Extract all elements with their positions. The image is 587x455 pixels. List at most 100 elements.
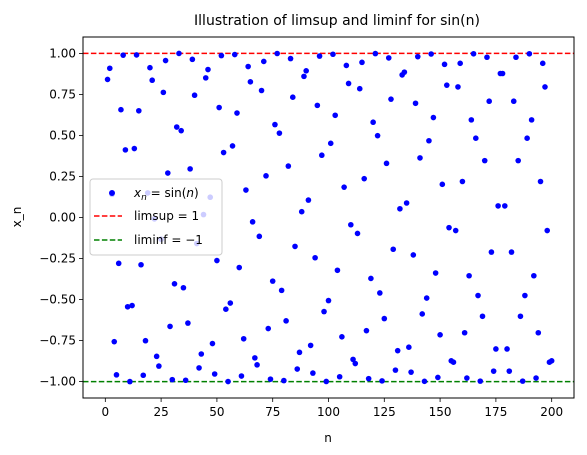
data-point	[243, 187, 249, 193]
data-point	[267, 376, 274, 382]
data-point	[180, 284, 187, 291]
data-point	[450, 359, 457, 365]
data-point	[156, 363, 162, 369]
data-point	[260, 58, 267, 65]
x-tick-label: 0	[101, 405, 109, 419]
data-point	[305, 197, 312, 203]
y-tick-label: 0.25	[49, 169, 76, 183]
data-point	[263, 173, 269, 179]
data-point	[289, 94, 296, 100]
data-point	[365, 375, 372, 382]
data-point	[490, 368, 497, 374]
data-point	[113, 372, 120, 378]
data-point	[352, 360, 359, 367]
data-point	[443, 82, 450, 88]
data-point	[363, 327, 370, 334]
data-point	[229, 143, 236, 149]
data-point	[432, 270, 439, 276]
data-point	[506, 368, 513, 374]
data-point	[127, 378, 133, 385]
data-point	[508, 249, 515, 255]
data-point	[236, 264, 243, 271]
data-point	[370, 119, 376, 126]
data-point	[499, 70, 506, 77]
data-point	[537, 178, 544, 185]
data-point	[252, 355, 258, 361]
data-point	[394, 347, 401, 354]
data-point	[502, 203, 508, 209]
x-tick-label: 175	[484, 405, 507, 419]
data-point	[392, 367, 399, 373]
x-tick-label: 125	[373, 405, 396, 419]
data-point	[160, 89, 167, 96]
data-point	[249, 219, 256, 225]
data-point	[220, 149, 227, 156]
data-point	[535, 329, 542, 336]
data-point	[446, 224, 452, 231]
data-point	[341, 184, 347, 190]
data-point	[122, 147, 129, 153]
data-point	[196, 365, 202, 371]
data-point	[361, 175, 368, 182]
data-point	[473, 135, 479, 141]
data-point	[455, 84, 461, 90]
chart-title: Illustration of limsup and liminf for si…	[194, 13, 480, 29]
data-point	[274, 50, 280, 57]
data-point	[528, 117, 535, 123]
data-point	[457, 60, 463, 67]
data-point	[414, 53, 421, 60]
data-point	[247, 79, 254, 85]
data-point	[287, 55, 294, 62]
data-point	[484, 54, 490, 61]
data-point	[481, 157, 488, 164]
legend-label-points: xn = sin(n)	[133, 186, 199, 203]
data-point	[348, 221, 354, 228]
data-point	[430, 114, 437, 121]
data-point	[316, 53, 323, 59]
data-point	[205, 66, 211, 73]
legend: xn = sin(n) limsup = 1 liminf = −1	[89, 178, 223, 256]
data-point	[312, 254, 318, 261]
y-axis-ticks: −1.00 −0.75 −0.50 −0.25 0.00 0.25 0.50 0.75 1.00	[39, 46, 83, 389]
data-point	[330, 51, 336, 58]
plot-area	[82, 36, 575, 399]
data-point	[314, 102, 321, 109]
data-point	[336, 373, 343, 380]
data-point	[167, 323, 173, 330]
data-point	[379, 378, 385, 384]
y-tick-label: 0.75	[49, 87, 76, 101]
data-point	[307, 342, 314, 349]
data-point	[388, 96, 394, 102]
data-point	[165, 170, 171, 176]
data-point	[390, 246, 397, 253]
data-point	[417, 155, 423, 161]
data-point	[526, 50, 533, 57]
data-point	[185, 320, 191, 326]
data-point	[278, 287, 285, 294]
data-point	[374, 132, 381, 139]
legend-box	[89, 178, 223, 256]
y-tick-label: 0.00	[49, 211, 76, 225]
data-point	[377, 290, 383, 296]
data-point	[149, 77, 155, 84]
data-point	[419, 311, 426, 317]
data-point	[531, 272, 537, 279]
data-point	[325, 297, 332, 304]
data-point	[368, 275, 374, 282]
data-point	[372, 50, 379, 57]
scatter-points	[104, 50, 555, 385]
data-point	[191, 92, 198, 99]
data-point	[133, 52, 140, 58]
data-point	[254, 362, 260, 368]
data-point	[435, 374, 441, 381]
data-point	[173, 124, 180, 130]
data-point	[245, 63, 251, 70]
x-axis-ticks: 0 25 50 75 100 125 150 175 200	[101, 398, 563, 419]
data-point	[240, 335, 247, 342]
data-point	[115, 260, 122, 267]
data-point	[383, 160, 390, 167]
data-point	[120, 52, 126, 58]
data-point	[522, 292, 528, 299]
data-point	[292, 243, 298, 250]
